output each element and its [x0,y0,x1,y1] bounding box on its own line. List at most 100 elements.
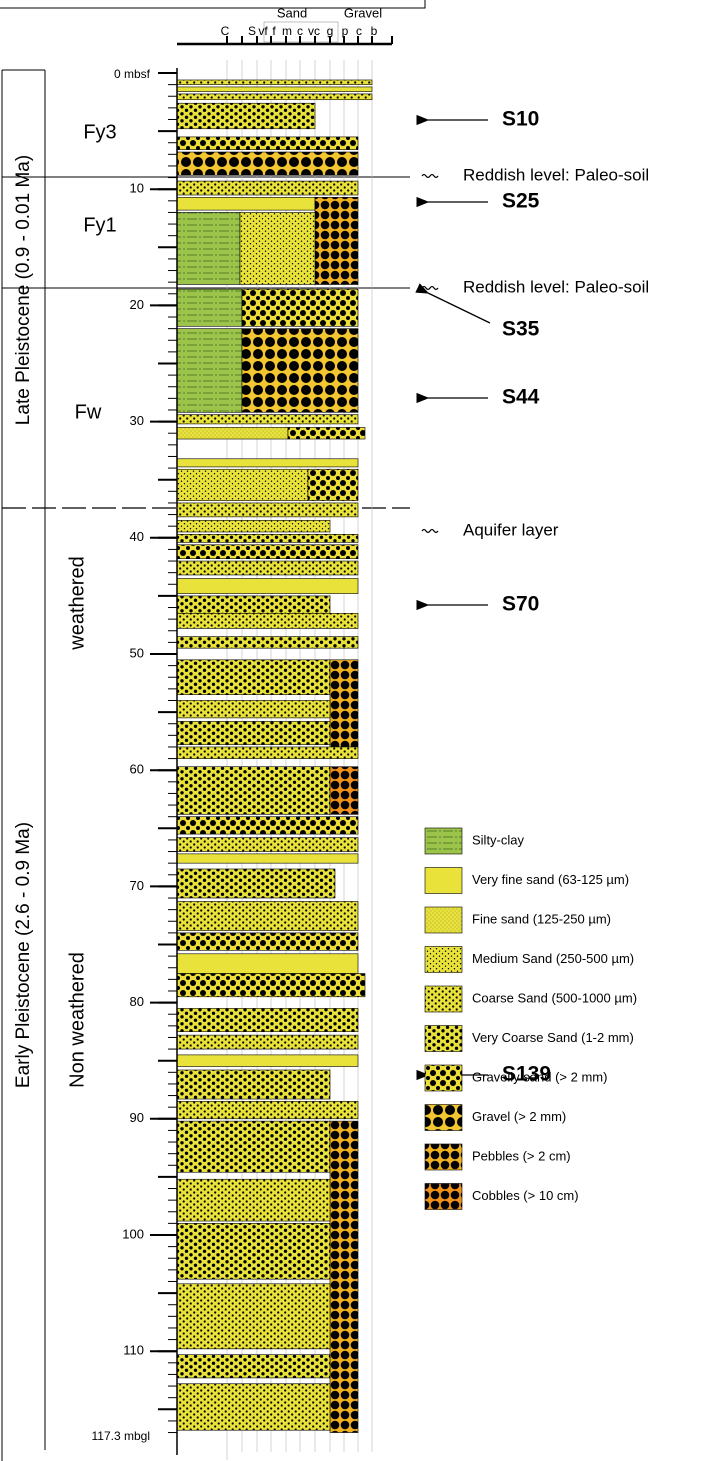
bed [176,458,359,468]
grain-size-label: b [371,24,378,38]
bed [176,700,331,719]
header-gravel: Gravel [344,5,382,20]
depth-label: 80 [130,994,144,1009]
sample-label: S70 [502,593,539,616]
bed [176,520,331,533]
sample-label: S10 [502,108,539,131]
legend-label: Coarse Sand (500-1000 µm) [472,990,637,1005]
legend-label: Cobbles (> 10 cm) [472,1188,579,1203]
wave-symbol [421,173,439,179]
legend-label: Gravel (> 2 mm) [472,1109,566,1124]
grain-size-label: vc [308,24,320,38]
legend-swatch [424,906,463,934]
grain-size-label: g [327,24,334,38]
sample-arrow [415,283,491,324]
sample-label: S35 [502,318,540,341]
weathering-label: Non weathered [66,952,88,1088]
depth-label: 70 [130,878,144,893]
legend-label: Silty-clay [472,832,525,847]
bed [176,973,366,998]
bed [176,1069,331,1100]
bed [176,288,243,327]
bed [176,578,359,594]
formation-label: Fy3 [83,121,116,143]
era-label: Late Pleistocene (0.9 - 0.01 Ma) [13,155,34,425]
annotation: Aquifer layer [463,520,559,539]
sample-label: S25 [502,190,540,213]
legend-swatch [424,1183,463,1210]
bed [176,502,359,518]
bed [176,86,373,92]
depth-label: 10 [130,181,144,196]
legend-label: Pebbles (> 2 cm) [472,1148,571,1163]
bed [176,595,331,614]
bed [329,766,359,815]
grain-size-label: c [356,24,362,38]
grain-size-label: m [282,24,292,38]
depth-label: 90 [130,1110,144,1125]
sample-label: S44 [502,386,540,409]
annotation: Reddish level: Paleo-soil [463,277,649,296]
annotation: Reddish level: Paleo-soil [463,165,649,184]
bed [176,1383,331,1431]
bed [176,837,359,852]
bed [241,288,359,327]
wave-symbol [421,285,439,291]
depth-top-label: 0 mbsf [114,67,151,81]
bed [176,659,331,695]
legend-swatch [424,946,463,973]
bed [314,197,359,285]
bed [176,468,309,501]
legend-swatch [424,867,463,894]
bed [176,414,359,425]
formation-label: Fy1 [83,214,116,236]
sample-label: S139 [502,1063,551,1086]
legend-label: Very Coarse Sand (1-2 mm) [472,1030,634,1045]
bed [176,746,359,759]
header-sand: Sand [277,5,307,20]
bed [176,534,359,543]
legend-label: Gravelly sand (> 2 mm) [472,1069,607,1084]
legend-label: Fine sand (125-250 µm) [472,911,611,926]
bed [176,613,359,629]
bed [329,1120,359,1433]
legend-swatch [424,1104,463,1131]
grain-size-label: C [221,24,230,38]
bed [176,636,359,649]
bed [176,1223,331,1280]
bed [176,93,373,101]
bed [176,1120,331,1173]
bed [176,1178,331,1222]
bed [176,901,359,931]
bed [176,721,331,745]
bed [176,151,359,176]
depth-label: 100 [122,1226,144,1241]
bed [176,766,331,815]
bed [176,212,241,285]
depth-label: 50 [130,645,144,660]
formation-label: Fw [75,401,102,423]
bed [329,659,359,748]
bed [241,328,359,413]
bed [176,816,359,835]
weathering-label: weathered [66,556,88,650]
bed [176,197,316,211]
legend-swatch [424,1025,463,1052]
bed [176,953,359,974]
legend-swatch [424,985,463,1013]
bed [176,1283,331,1350]
legend-label: Medium Sand (250-500 µm) [472,951,634,966]
bed [176,1101,359,1120]
grain-size-label: f [272,24,276,38]
grain-size-label: p [342,24,349,38]
bed [307,468,359,501]
depth-bottom-label: 117.3 mbgl [92,1429,150,1443]
bed [176,427,289,440]
wave-symbol [421,528,439,534]
bed [176,1008,359,1032]
depth-label: 60 [130,762,144,777]
bed [176,1054,359,1067]
bed [176,1034,359,1050]
bed [176,560,359,576]
